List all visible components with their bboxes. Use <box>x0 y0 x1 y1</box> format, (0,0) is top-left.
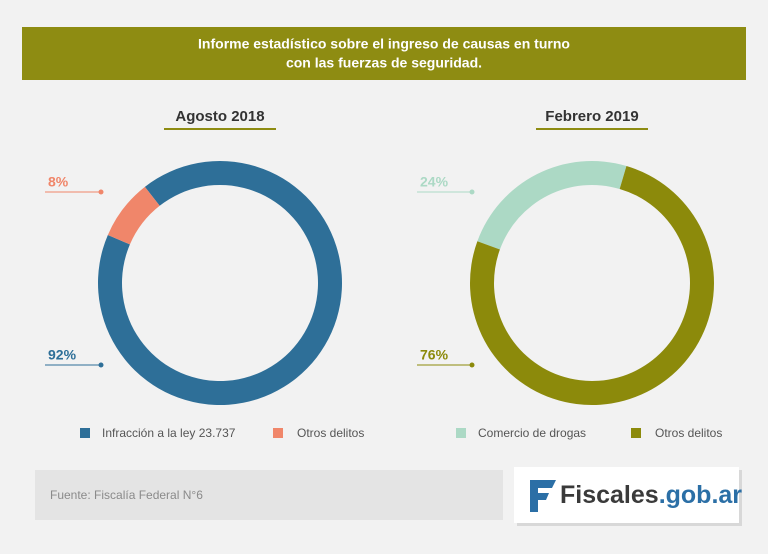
donut-slice <box>107 186 160 245</box>
legend-label: Infracción a la ley 23.737 <box>102 426 236 440</box>
chart-title: Febrero 2019 <box>545 108 638 125</box>
legend-label: Comercio de drogas <box>478 426 586 440</box>
banner <box>22 27 746 80</box>
chart-title: Agosto 2018 <box>175 108 264 125</box>
value-label: 92% <box>48 347 77 363</box>
source: Fuente: Fiscalía Federal N°6 <box>50 488 203 502</box>
value-label: 76% <box>420 347 449 363</box>
legend-swatch <box>456 428 466 438</box>
label-dot <box>469 189 475 195</box>
legend-label: Otros delitos <box>297 426 364 440</box>
label-dot <box>98 362 104 368</box>
logo-part: Fiscales <box>560 481 659 509</box>
legend-swatch <box>631 428 641 438</box>
value-label: 24% <box>420 174 449 190</box>
logo-text: Fiscales.gob.ar <box>560 481 742 509</box>
label-dot <box>469 362 475 368</box>
logo-icon <box>530 480 556 512</box>
legend-swatch <box>273 428 283 438</box>
value-label: 8% <box>48 174 69 190</box>
source-box <box>35 470 503 520</box>
logo-part: .gob.ar <box>659 481 743 509</box>
logo-box <box>514 467 739 523</box>
label-dot <box>98 189 104 195</box>
donut-slice <box>477 161 627 250</box>
banner-title: Informe estadístico sobre el ingreso de … <box>198 36 570 52</box>
banner-title: con las fuerzas de seguridad. <box>286 55 482 71</box>
legend-swatch <box>80 428 90 438</box>
legend-label: Otros delitos <box>655 426 722 440</box>
